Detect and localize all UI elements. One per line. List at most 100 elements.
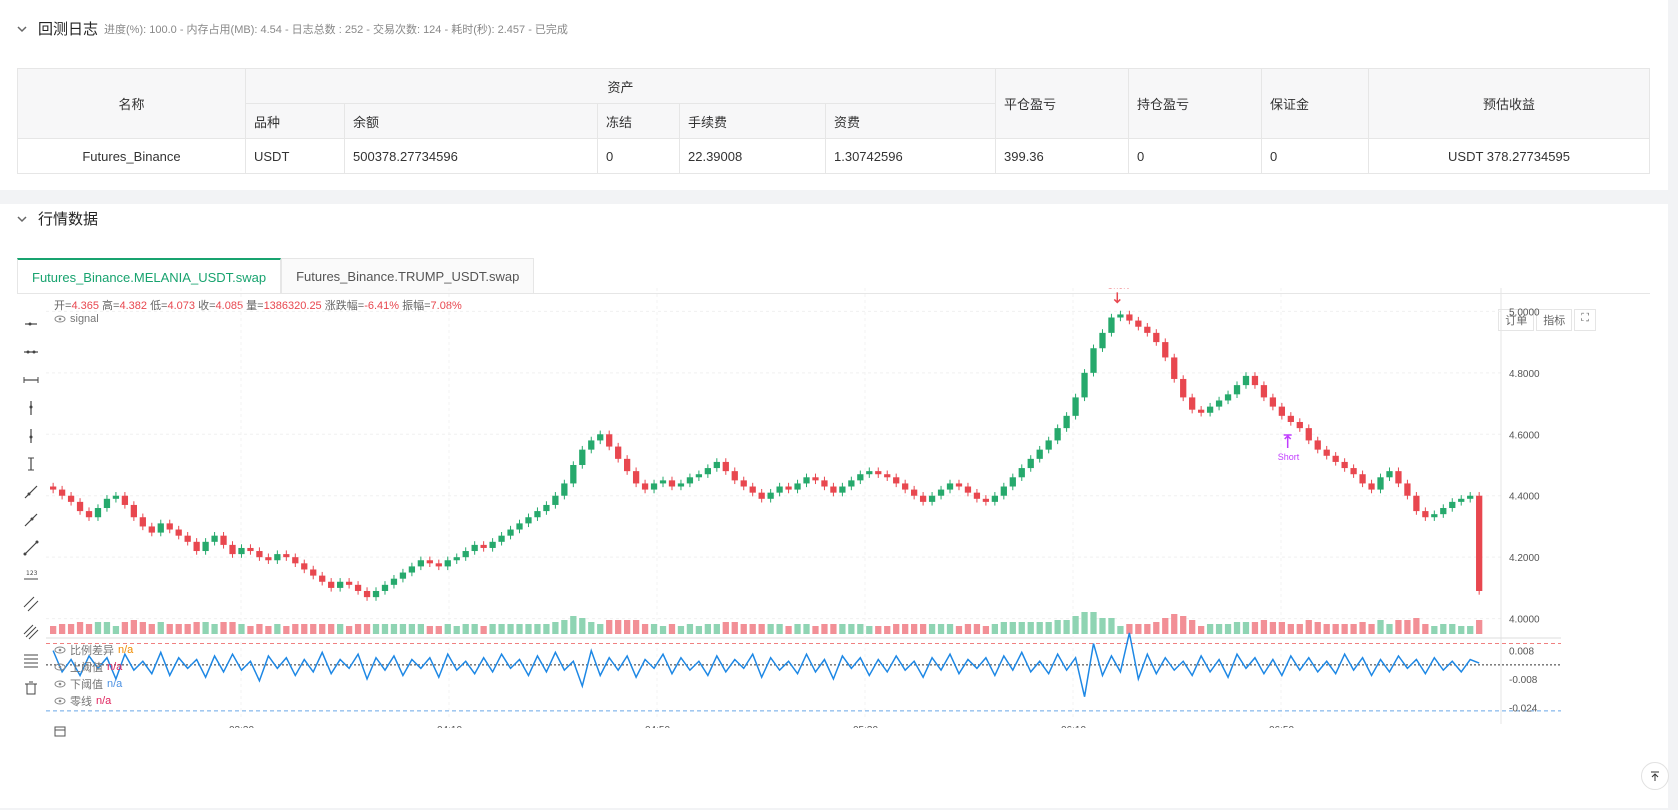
candle — [157, 523, 164, 533]
volume-bar — [1242, 622, 1250, 634]
candle — [166, 523, 173, 530]
volume-bar — [1377, 620, 1384, 634]
volume-bar — [58, 624, 66, 634]
eye-icon[interactable] — [54, 663, 66, 671]
volume-bar — [453, 626, 460, 634]
volume-bar — [749, 624, 756, 634]
candle — [1269, 397, 1277, 407]
candle — [812, 477, 819, 481]
candle — [94, 508, 102, 518]
candle — [1404, 483, 1411, 496]
candle — [570, 465, 577, 484]
segment-line-icon[interactable] — [17, 534, 45, 562]
drawing-toolbar: 123 — [17, 310, 45, 702]
candle — [579, 449, 586, 465]
col-est: 预估收益 — [1368, 68, 1650, 139]
indicator-legend-0[interactable]: 比例差异 n/a — [54, 642, 133, 658]
candle — [1341, 461, 1348, 469]
volume-bar — [1009, 622, 1016, 634]
volume-bar — [1278, 622, 1285, 634]
trend-line-icon[interactable] — [17, 478, 45, 506]
indicators-button[interactable]: 指标 — [1536, 309, 1573, 331]
volume-bar — [1144, 624, 1151, 634]
calendar-icon[interactable] — [54, 724, 66, 742]
time-tick-label: 05:30 — [853, 725, 878, 728]
volume-bar — [570, 616, 577, 634]
volume-bar — [722, 622, 729, 634]
ray-line-icon[interactable] — [17, 506, 45, 534]
indicator-legend-1[interactable]: 上阈值 n/a — [54, 659, 122, 675]
chevron-down-icon[interactable] — [16, 213, 28, 225]
volume-bar — [946, 624, 954, 634]
vertical-segment-icon[interactable] — [17, 450, 45, 478]
horizontal-line-icon[interactable] — [17, 338, 45, 366]
candle — [1215, 400, 1223, 407]
signal-label: signal — [70, 313, 99, 325]
orders-button[interactable]: 订单 — [1498, 309, 1535, 331]
sub-frozen: 冻结 — [597, 103, 680, 139]
volume-bar — [1126, 624, 1133, 634]
fullscreen-icon[interactable]: ⛶ — [1574, 309, 1596, 331]
volume-bar — [659, 626, 667, 634]
indicator-value: n/a — [118, 644, 134, 656]
candle — [543, 504, 550, 512]
volume-bar — [175, 624, 182, 634]
volume-bar — [1287, 624, 1294, 634]
eye-icon[interactable] — [54, 315, 66, 323]
indicator-name: 下阈值 — [70, 679, 103, 691]
high-value: 4.382 — [119, 300, 147, 312]
signal-legend[interactable]: signal — [54, 313, 99, 325]
volume-bar — [121, 622, 129, 634]
fibonacci-icon[interactable] — [17, 646, 45, 674]
candle — [552, 495, 559, 505]
price-chart[interactable]: 5.0000 4.8000 4.6000 4.4000 4.2000 4.0000 03:3… — [46, 288, 1606, 728]
volume-bar — [67, 624, 75, 634]
indicator-legend-3[interactable]: 零线 n/a — [54, 693, 111, 709]
candle — [265, 557, 272, 561]
eye-icon[interactable] — [54, 680, 66, 688]
tab-melania[interactable]: Futures_Binance.MELANIA_USDT.swap — [17, 258, 282, 293]
eye-icon[interactable] — [54, 697, 66, 705]
vertical-ray-icon[interactable] — [17, 422, 45, 450]
horizontal-ray-icon[interactable] — [17, 310, 45, 338]
volume-bar — [632, 620, 640, 634]
candle — [480, 544, 487, 548]
vertical-line-icon[interactable] — [17, 394, 45, 422]
amp-value: 7.08% — [430, 300, 462, 312]
price-line-icon[interactable]: 123 — [17, 562, 45, 590]
indicator-name: 比例差异 — [70, 645, 114, 657]
vol-value: 1386320.25 — [263, 300, 322, 312]
tab-trump[interactable]: Futures_Binance.TRUMP_USDT.swap — [281, 258, 535, 293]
candle — [1189, 397, 1196, 410]
volume-bar — [1198, 626, 1205, 634]
candle — [1305, 428, 1312, 441]
market-header[interactable]: 行情数据 — [16, 208, 98, 229]
candle — [1422, 511, 1429, 518]
parallel-channel-icon[interactable] — [17, 590, 45, 618]
volume-bar — [1045, 622, 1052, 634]
candle — [973, 492, 981, 499]
volume-bar — [408, 624, 416, 634]
signal-sub-label: Short — [1278, 452, 1300, 462]
scroll-top-button[interactable] — [1641, 762, 1669, 790]
candle — [902, 483, 909, 490]
candle — [991, 495, 998, 502]
horizontal-segment-icon[interactable] — [17, 366, 45, 394]
volume-bar — [390, 624, 398, 634]
candle — [399, 572, 407, 579]
chevron-down-icon[interactable] — [16, 23, 28, 35]
log-header[interactable]: 回测日志 进度(%): 100.0 - 内存占用(MB): 4.54 - 日志总… — [16, 18, 568, 39]
candle — [641, 483, 649, 490]
candle — [821, 480, 828, 487]
candle — [1278, 406, 1285, 416]
market-data-panel: 行情数据 Futures_Binance.MELANIA_USDT.swap F… — [0, 204, 1668, 808]
candle — [875, 471, 882, 475]
delete-icon[interactable] — [17, 674, 45, 702]
candle — [50, 486, 57, 490]
time-tick-label: 06:10 — [1061, 725, 1086, 728]
price-channel-icon[interactable] — [17, 618, 45, 646]
eye-icon[interactable] — [54, 646, 66, 654]
candle — [381, 584, 389, 591]
indicator-legend-2[interactable]: 下阈值 n/a — [54, 676, 122, 692]
signal-arrow-icon — [1283, 434, 1292, 448]
